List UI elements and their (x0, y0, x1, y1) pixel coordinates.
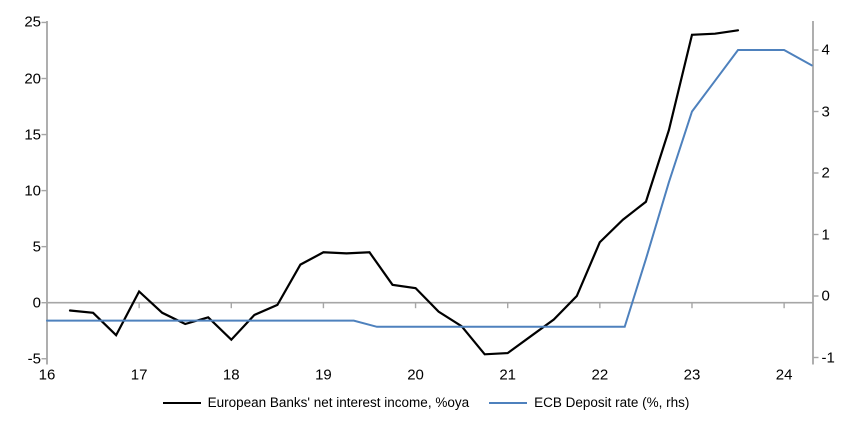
legend: European Banks' net interest income, %oy… (0, 395, 852, 410)
ecb-deposit-rate-line-swatch (489, 401, 528, 404)
legend-item-net-interest-income: European Banks' net interest income, %oy… (162, 395, 470, 410)
net-interest-income-line-swatch (162, 401, 201, 404)
net-interest-income-legend-label: European Banks' net interest income, %oy… (207, 395, 470, 410)
legend-item-ecb-deposit-rate: ECB Deposit rate (%, rhs) (489, 395, 689, 410)
ecb-deposit-rate-line (46, 49, 813, 328)
plot-area (41, 21, 819, 365)
net-interest-income-line (68, 29, 740, 356)
ecb-deposit-rate-legend-label: ECB Deposit rate (%, rhs) (534, 395, 690, 410)
